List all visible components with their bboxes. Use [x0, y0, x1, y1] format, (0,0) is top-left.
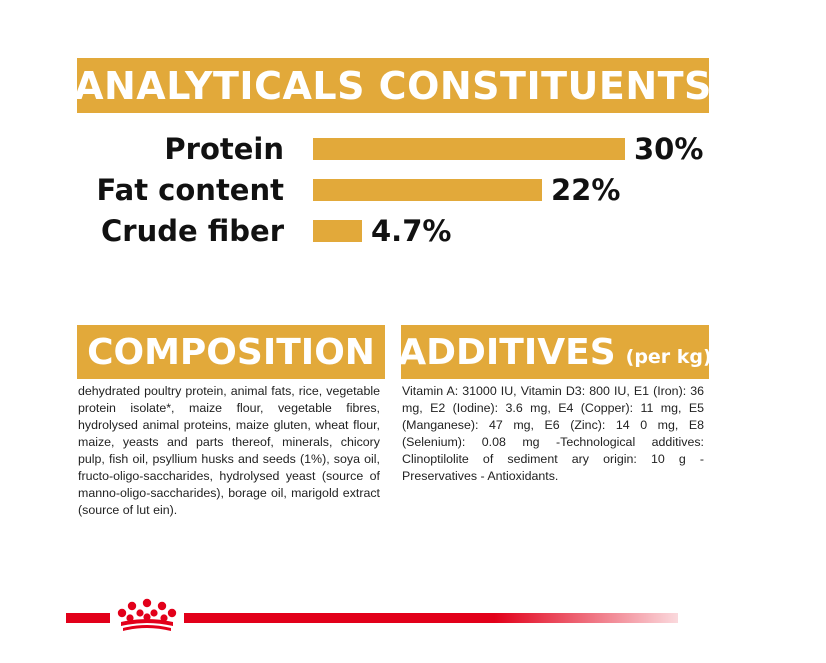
royal-canin-crown-icon — [110, 598, 184, 631]
constituent-label: Protein — [164, 132, 284, 166]
constituent-label: Crude fiber — [101, 214, 284, 248]
composition-title: COMPOSITION — [87, 331, 375, 373]
analyticals-banner: ANALYTICALS CONSTITUENTS — [77, 58, 709, 113]
analyticals-title: ANALYTICALS CONSTITUENTS — [77, 63, 709, 108]
constituent-value: 22% — [551, 173, 621, 207]
composition-banner: COMPOSITION — [77, 325, 385, 379]
composition-text: dehydrated poultry protein, animal fats,… — [78, 384, 380, 517]
constituent-bar — [313, 220, 362, 242]
constituent-value: 4.7% — [371, 214, 452, 248]
constituent-label: Fat content — [96, 173, 284, 207]
constituent-bar — [313, 179, 542, 201]
additives-banner: ADDITIVES (per kg) — [401, 325, 709, 379]
additives-title-suffix: (per kg) — [625, 346, 709, 368]
constituent-bar — [313, 138, 625, 160]
additives-text: Vitamin A: 31000 IU, Vitamin D3: 800 IU,… — [402, 384, 704, 483]
additives-title: ADDITIVES — [401, 331, 616, 373]
footer-red-line — [66, 613, 678, 623]
constituent-value: 30% — [634, 132, 704, 166]
